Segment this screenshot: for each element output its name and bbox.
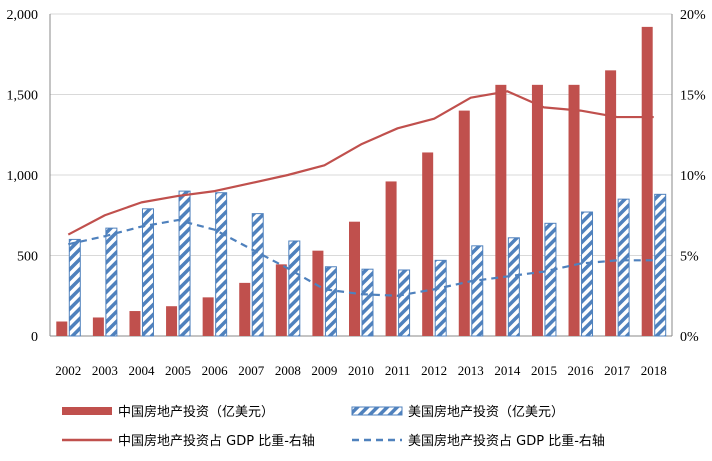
bar-china-investment	[641, 26, 653, 336]
legend-item: 中国房地产投资（亿美元）	[62, 404, 274, 420]
y-left-tick-label: 2,000	[7, 8, 39, 23]
y-right-tick-label: 0%	[680, 330, 699, 345]
bar-china-investment	[385, 181, 397, 336]
bar-china-investment	[495, 84, 507, 336]
bar-china-investment	[239, 282, 251, 336]
bar-us-investment	[178, 190, 191, 337]
bar-us-investment	[251, 213, 264, 337]
x-tick-label: 2009	[311, 363, 337, 378]
x-tick-label: 2018	[641, 363, 667, 378]
line-series	[67, 90, 654, 297]
x-tick-label: 2017	[604, 363, 631, 378]
axis-labels: 0 500 1,000 1,500 2,000 0% 5% 10% 15% 20% 2002 2003…	[7, 8, 707, 378]
bar-china-investment	[275, 264, 287, 336]
x-tick-label: 2011	[385, 363, 411, 378]
y-left-tick-label: 1,000	[7, 169, 39, 184]
y-left-tick-label: 1,500	[7, 89, 39, 104]
y-left-tick-label: 0	[31, 330, 38, 345]
legend-item: 中国房地产投资占 GDP 比重-右轴	[62, 433, 315, 449]
legend-label: 美国房地产投资占 GDP 比重-右轴	[408, 433, 605, 449]
legend-item: 美国房地产投资占 GDP 比重-右轴	[352, 433, 605, 449]
bar-china-investment	[129, 311, 141, 336]
bar-us-investment	[471, 245, 484, 337]
bar-us-investment	[581, 211, 594, 337]
y-right-tick-label: 10%	[680, 169, 706, 184]
line-china-gdp-share	[67, 90, 654, 236]
y-right-tick-label: 15%	[680, 89, 706, 104]
bar-us-investment	[361, 268, 374, 337]
x-tick-label: 2006	[202, 363, 229, 378]
x-tick-label: 2002	[55, 363, 81, 378]
bar-china-investment	[92, 317, 104, 336]
grid-lines	[50, 13, 672, 256]
legend-swatch	[62, 407, 112, 415]
legend-label: 中国房地产投资占 GDP 比重-右轴	[118, 433, 315, 449]
x-tick-label: 2013	[458, 363, 484, 378]
bar-china-investment	[56, 321, 68, 336]
bar-series	[56, 26, 667, 337]
line-us-gdp-share	[68, 218, 654, 297]
bar-china-investment	[531, 84, 543, 336]
x-tick-label: 2004	[128, 363, 155, 378]
x-tick-label: 2016	[568, 363, 595, 378]
bar-us-investment	[434, 259, 447, 337]
y-right-tick-label: 5%	[680, 250, 699, 265]
x-tick-label: 2010	[348, 363, 374, 378]
x-tick-label: 2005	[165, 363, 191, 378]
bar-us-investment	[105, 227, 118, 337]
bar-china-investment	[349, 221, 360, 336]
bar-us-investment	[68, 238, 81, 337]
bar-china-investment	[312, 250, 324, 336]
bar-us-investment	[544, 222, 557, 337]
legend-swatch	[351, 406, 403, 416]
y-left-tick-label: 500	[17, 250, 38, 265]
bar-us-investment	[324, 266, 337, 337]
bar-us-investment	[507, 237, 520, 337]
x-tick-label: 2003	[92, 363, 118, 378]
bar-china-investment	[422, 152, 434, 336]
bar-china-investment	[568, 84, 580, 336]
legend-label: 中国房地产投资（亿美元）	[118, 404, 274, 420]
bar-china-investment	[202, 297, 214, 336]
bar-us-investment	[288, 240, 301, 337]
y-right-tick-label: 20%	[680, 8, 706, 23]
bar-us-investment	[654, 193, 667, 337]
x-tick-label: 2012	[421, 363, 447, 378]
legend: 中国房地产投资（亿美元） 美国房地产投资（亿美元） 中国房地产投资占 GDP 比重-…	[62, 404, 605, 449]
bar-us-investment	[215, 192, 228, 337]
bar-us-investment	[398, 269, 411, 337]
bar-us-investment	[141, 208, 154, 337]
legend-item: 美国房地产投资（亿美元）	[351, 404, 564, 420]
x-tick-label: 2007	[238, 363, 265, 378]
bar-us-investment	[617, 198, 630, 337]
x-tick-label: 2014	[494, 363, 521, 378]
x-tick-label: 2015	[531, 363, 557, 378]
legend-label: 美国房地产投资（亿美元）	[408, 404, 564, 420]
bar-china-investment	[458, 110, 470, 336]
bar-china-investment	[166, 306, 178, 336]
x-tick-label: 2008	[275, 363, 301, 378]
bar-china-investment	[605, 70, 617, 336]
